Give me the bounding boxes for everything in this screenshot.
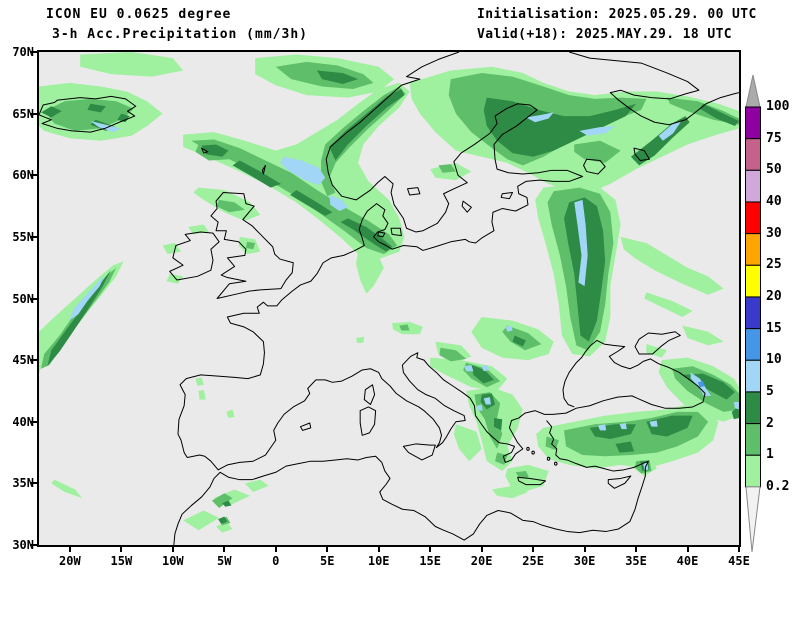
colorbar-value-40: 40 bbox=[766, 193, 782, 209]
lat-label-60N: 60N bbox=[12, 168, 34, 183]
colorbar-value-1: 1 bbox=[766, 447, 774, 463]
colorbar-cell-10 bbox=[745, 423, 761, 456]
colorbar-cell-8 bbox=[745, 359, 761, 393]
lat-tick-35N bbox=[30, 482, 37, 485]
product-title: 3-h Acc.Precipitation (mm/3h) bbox=[52, 27, 308, 42]
colorbar-value-30: 30 bbox=[766, 225, 782, 241]
colorbar-cell-9 bbox=[745, 391, 761, 425]
colorbar-value-75: 75 bbox=[766, 130, 782, 146]
lon-label-45E: 45E bbox=[728, 554, 750, 568]
lat-tick-55N bbox=[30, 235, 37, 238]
colorbar-value-5: 5 bbox=[766, 383, 774, 399]
colorbar-under-arrow bbox=[745, 486, 761, 553]
coastlines bbox=[39, 52, 739, 545]
europe-precipitation-map bbox=[39, 52, 739, 545]
lon-tick-15W bbox=[120, 547, 123, 552]
colorbar-value-10: 10 bbox=[766, 352, 782, 368]
lon-label-25E: 25E bbox=[522, 554, 544, 568]
lon-tick-30E bbox=[583, 547, 586, 552]
lon-label-10W: 10W bbox=[161, 554, 184, 568]
colorbar-value-0.2: 0.2 bbox=[766, 478, 790, 494]
valid-time: Valid(+18): 2025.MAY.29. 18 UTC bbox=[477, 27, 733, 42]
lon-tick-15E bbox=[429, 547, 432, 552]
colorbar-value-15: 15 bbox=[766, 320, 782, 336]
lon-tick-45E bbox=[738, 547, 740, 552]
model-title: ICON EU 0.0625 degree bbox=[46, 7, 232, 22]
colorbar-over-arrow bbox=[745, 74, 761, 108]
precip-mid-blue-layer bbox=[697, 381, 706, 388]
lon-label-20E: 20E bbox=[470, 554, 493, 568]
lon-label-0: 0 bbox=[272, 554, 280, 568]
lon-tick-5W bbox=[223, 547, 226, 552]
colorbar-value-20: 20 bbox=[766, 288, 782, 304]
lon-label-5W: 5W bbox=[217, 554, 232, 568]
lon-label-20W: 20W bbox=[59, 554, 81, 568]
lat-tick-40N bbox=[30, 420, 37, 423]
lon-label-40E: 40E bbox=[676, 554, 699, 568]
lat-tick-45N bbox=[30, 359, 37, 362]
colorbar-cell-7 bbox=[745, 328, 761, 361]
lat-tick-65N bbox=[30, 112, 37, 115]
colorbar-cell-1 bbox=[745, 138, 761, 171]
colorbar-cell-11 bbox=[745, 454, 761, 488]
lat-tick-60N bbox=[30, 174, 37, 177]
lon-tick-20W bbox=[68, 547, 71, 552]
colorbar-value-50: 50 bbox=[766, 162, 782, 178]
lat-label-55N: 55N bbox=[12, 229, 34, 244]
lon-label-35E: 35E bbox=[625, 554, 647, 568]
colorbar-cell-2 bbox=[745, 169, 761, 203]
colorbar bbox=[745, 74, 761, 553]
colorbar-cell-5 bbox=[745, 264, 761, 298]
lon-tick-35E bbox=[635, 547, 638, 552]
lon-tick-20E bbox=[480, 547, 483, 552]
lon-tick-0 bbox=[274, 547, 277, 552]
lon-tick-5E bbox=[326, 547, 329, 552]
lat-tick-70N bbox=[30, 51, 37, 53]
lat-label-30N: 30N bbox=[12, 538, 34, 552]
colorbar-cell-0 bbox=[745, 106, 761, 140]
lon-tick-25E bbox=[532, 547, 535, 552]
lon-label-15E: 15E bbox=[419, 554, 442, 568]
lat-label-45N: 45N bbox=[12, 353, 34, 368]
colorbar-value-2: 2 bbox=[766, 415, 774, 431]
lon-tick-40E bbox=[686, 547, 689, 552]
lat-label-40N: 40N bbox=[12, 414, 34, 429]
colorbar-cell-3 bbox=[745, 201, 761, 235]
colorbar-value-25: 25 bbox=[766, 257, 782, 273]
lon-label-15W: 15W bbox=[110, 554, 133, 568]
lat-label-70N: 70N bbox=[12, 45, 34, 59]
colorbar-value-100: 100 bbox=[766, 99, 790, 114]
precip-dark-green-layer bbox=[41, 70, 739, 525]
lon-label-10E: 10E bbox=[367, 554, 390, 568]
lon-tick-10E bbox=[377, 547, 380, 552]
lon-label-5E: 5E bbox=[320, 554, 335, 568]
colorbar-cell-6 bbox=[745, 296, 761, 330]
map-frame bbox=[37, 50, 741, 547]
lat-tick-50N bbox=[30, 297, 37, 300]
precip-light-blue-layer bbox=[68, 112, 739, 470]
colorbar-cell-4 bbox=[745, 233, 761, 266]
lon-tick-10W bbox=[171, 547, 174, 552]
init-time: Initialisation: 2025.05.29. 00 UTC bbox=[477, 7, 757, 22]
lat-label-35N: 35N bbox=[12, 476, 34, 491]
lat-label-50N: 50N bbox=[12, 291, 34, 306]
lon-label-30E: 30E bbox=[573, 554, 596, 568]
lat-label-65N: 65N bbox=[12, 106, 34, 121]
lat-tick-30N bbox=[30, 544, 37, 546]
